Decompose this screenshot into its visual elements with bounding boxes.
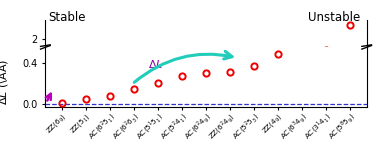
Text: Unstable: Unstable <box>308 11 360 24</box>
Text: Stable: Stable <box>48 11 86 24</box>
Text: $\Delta L$: $\Delta L$ <box>148 58 163 70</box>
Text: $\Delta L$ (\AA): $\Delta L$ (\AA) <box>0 59 10 105</box>
